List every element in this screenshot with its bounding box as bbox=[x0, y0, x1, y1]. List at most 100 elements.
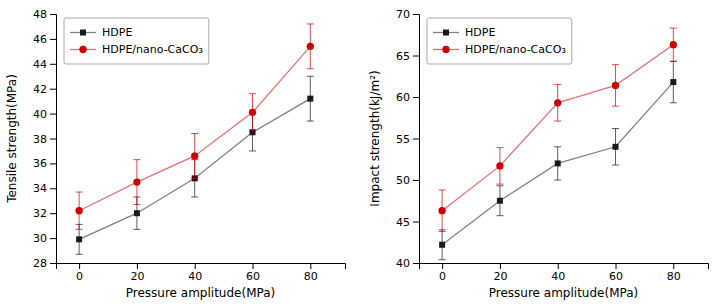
y-tick-label: 45 bbox=[396, 216, 410, 229]
data-point bbox=[307, 43, 314, 50]
y-tick-mark bbox=[50, 263, 56, 264]
error-bar-cap bbox=[612, 128, 619, 129]
x-tick: 40 bbox=[551, 263, 565, 283]
y-tick-mark bbox=[413, 222, 419, 223]
data-point bbox=[133, 178, 140, 185]
legend-label: HDPE bbox=[102, 26, 132, 39]
error-bar-cap bbox=[496, 215, 503, 216]
y-tick: 42 bbox=[33, 83, 56, 96]
y-tick-mark bbox=[50, 39, 56, 40]
x-axis-line bbox=[420, 264, 709, 270]
data-point bbox=[76, 236, 82, 242]
y-tick-label: 32 bbox=[33, 207, 47, 220]
error-bar-cap bbox=[191, 133, 198, 134]
error-bar-cap bbox=[76, 229, 83, 230]
legend-marker bbox=[80, 30, 86, 36]
y-tick: 40 bbox=[396, 257, 419, 270]
error-bar-cap bbox=[670, 102, 677, 103]
error-bar-cap bbox=[612, 64, 619, 65]
x-tick: 20 bbox=[493, 263, 507, 283]
x-axis-title: Pressure amplitude(MPa) bbox=[126, 286, 275, 300]
y-tick-mark bbox=[413, 97, 419, 98]
data-point bbox=[670, 41, 677, 48]
error-bar bbox=[76, 224, 83, 254]
series bbox=[76, 76, 314, 254]
x-tick-label: 20 bbox=[130, 270, 144, 283]
error-bar bbox=[612, 65, 619, 106]
y-tick-mark bbox=[413, 14, 419, 15]
y-tick-mark bbox=[413, 56, 419, 57]
y-axis-title: Tensile strength(MPa) bbox=[5, 74, 19, 204]
x-tick: 0 bbox=[439, 263, 446, 283]
x-tick: 20 bbox=[130, 263, 144, 283]
data-point bbox=[497, 198, 503, 204]
error-bar bbox=[612, 129, 619, 166]
x-tick-mark bbox=[558, 263, 559, 269]
chart-svg: 0204060802830323436384042444648Pressure … bbox=[0, 0, 726, 305]
error-bar-cap bbox=[496, 185, 503, 186]
error-bar-cap bbox=[670, 28, 677, 29]
error-bar-cap bbox=[76, 254, 83, 255]
legend: HDPE HDPE/nano-CaCO₃ bbox=[64, 18, 209, 64]
y-tick-mark bbox=[50, 238, 56, 239]
error-bar-cap bbox=[554, 121, 561, 122]
y-tick-label: 28 bbox=[33, 257, 47, 270]
legend-item: HDPE bbox=[433, 26, 495, 39]
data-point bbox=[670, 79, 676, 85]
y-tick-mark bbox=[50, 114, 56, 115]
x-tick-label: 0 bbox=[439, 270, 446, 283]
x-tick: 80 bbox=[304, 263, 318, 283]
y-tick: 50 bbox=[396, 174, 419, 187]
error-bar-cap bbox=[612, 165, 619, 166]
error-bar bbox=[554, 85, 561, 122]
error-bar bbox=[133, 160, 140, 205]
data-point bbox=[612, 82, 619, 89]
error-bar bbox=[670, 28, 677, 61]
y-axis-line bbox=[50, 15, 57, 264]
panel: 02040608040455055606570Pressure amplitud… bbox=[368, 8, 709, 300]
x-tick-label: 80 bbox=[667, 270, 681, 283]
legend-label: HDPE/nano-CaCO₃ bbox=[465, 43, 566, 56]
error-bar-cap bbox=[76, 192, 83, 193]
error-bar-cap bbox=[554, 146, 561, 147]
error-bar-cap bbox=[133, 159, 140, 160]
error-bar bbox=[249, 94, 256, 131]
x-tick-label: 40 bbox=[188, 270, 202, 283]
legend-item: HDPE bbox=[70, 26, 132, 39]
legend-label: HDPE/nano-CaCO₃ bbox=[102, 43, 203, 56]
y-tick-mark bbox=[50, 64, 56, 65]
y-axis: 2830323436384042444648 bbox=[33, 8, 57, 270]
y-tick-mark bbox=[50, 89, 56, 90]
y-tick-label: 60 bbox=[396, 91, 410, 104]
y-tick: 55 bbox=[396, 133, 419, 146]
y-tick-label: 40 bbox=[396, 257, 410, 270]
y-tick-mark bbox=[413, 180, 419, 181]
error-bar-cap bbox=[612, 106, 619, 107]
error-bar bbox=[307, 76, 314, 121]
x-tick-mark bbox=[195, 263, 196, 269]
y-tick: 36 bbox=[33, 157, 56, 170]
y-tick: 44 bbox=[33, 58, 56, 71]
error-bar-cap bbox=[133, 204, 140, 205]
error-bar bbox=[670, 61, 677, 102]
legend-marker bbox=[442, 46, 449, 53]
error-bar-cap bbox=[249, 150, 256, 151]
error-bar-cap bbox=[249, 93, 256, 94]
x-tick: 80 bbox=[667, 263, 681, 283]
data-point bbox=[191, 152, 198, 159]
data-point bbox=[134, 210, 140, 216]
x-tick: 60 bbox=[609, 263, 623, 283]
y-tick: 48 bbox=[33, 8, 56, 21]
error-bar bbox=[496, 148, 503, 185]
y-tick-label: 38 bbox=[33, 133, 47, 146]
y-tick-label: 46 bbox=[33, 33, 47, 46]
y-axis-title: Impact strength(kJ/m²) bbox=[368, 70, 382, 206]
x-axis: 020406080 bbox=[57, 263, 346, 283]
y-tick: 30 bbox=[33, 232, 56, 245]
data-point bbox=[555, 160, 561, 166]
x-tick-mark bbox=[500, 263, 501, 269]
y-tick-mark bbox=[50, 14, 56, 15]
legend-item: HDPE/nano-CaCO₃ bbox=[70, 43, 203, 56]
error-bar-cap bbox=[554, 84, 561, 85]
legend-marker bbox=[79, 46, 86, 53]
